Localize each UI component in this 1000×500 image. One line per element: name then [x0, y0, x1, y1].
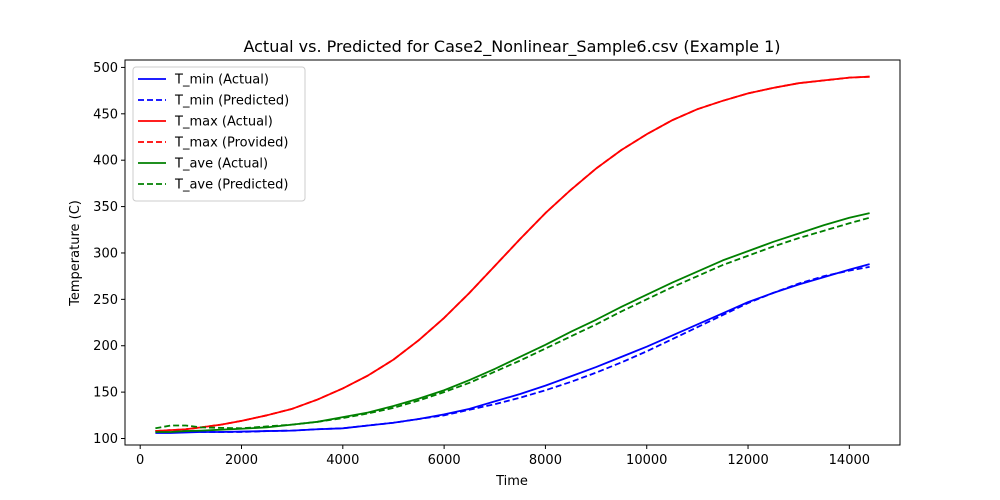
x-tick-label: 8000	[529, 453, 562, 468]
legend-label: T_max (Actual)	[174, 115, 273, 130]
y-tick-label: 400	[93, 154, 118, 169]
legend-box	[132, 66, 306, 202]
y-tick-label: 350	[93, 200, 118, 215]
x-tick-label: 14000	[829, 453, 870, 468]
y-tick-label: 500	[93, 61, 118, 76]
series-line-5	[155, 216, 870, 430]
x-tick-label: 4000	[326, 453, 359, 468]
legend: T_min (Actual) T_min (Predicted) T_max (Ac…	[132, 66, 306, 202]
y-tick-label: 300	[93, 246, 118, 261]
y-tick-label: 250	[93, 293, 118, 308]
legend-label: T_min (Predicted)	[174, 94, 289, 109]
y-tick-label: 100	[93, 432, 118, 447]
y-axis: 100 150 200 250 300 350 400 450 500	[93, 61, 125, 447]
x-tick-label: 6000	[428, 453, 461, 468]
y-tick-label: 450	[93, 107, 118, 122]
series-line-0	[155, 263, 870, 434]
legend-label: T_ave (Predicted)	[174, 178, 288, 193]
x-tick-label: 12000	[727, 453, 768, 468]
x-tick-label: 10000	[626, 453, 667, 468]
legend-label: T_min (Actual)	[174, 73, 269, 88]
y-tick-label: 200	[93, 339, 118, 354]
x-tick-label: 2000	[225, 453, 258, 468]
legend-label: T_max (Provided)	[174, 136, 288, 151]
x-tick-label: 0	[136, 453, 144, 468]
series-line-3	[155, 75, 870, 432]
y-tick-label: 150	[93, 386, 118, 401]
series-line-1	[155, 265, 870, 433]
y-axis-label: Temperature (C)	[68, 200, 83, 307]
x-axis: 0 2000 4000 6000 8000 10000 12000 14000	[136, 445, 870, 468]
plot-lines	[155, 75, 870, 434]
legend-label: T_ave (Actual)	[174, 157, 268, 172]
x-axis-label: Time	[495, 474, 528, 489]
chart-title: Actual vs. Predicted for Case2_Nonlinear…	[243, 37, 780, 57]
